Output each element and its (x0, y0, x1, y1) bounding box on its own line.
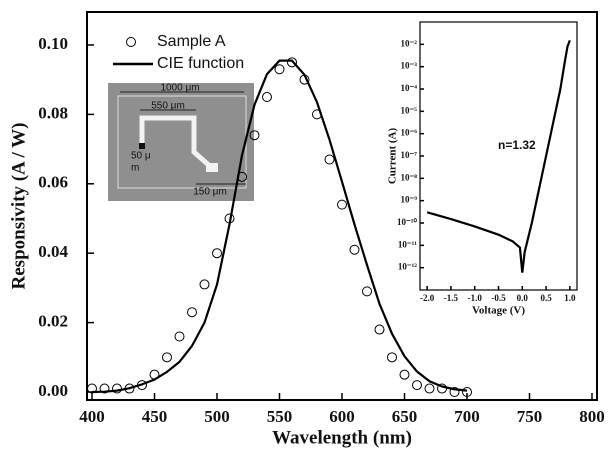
y-tick-label: 10⁻³ (401, 61, 418, 71)
x-tick-label: -1.5 (444, 293, 459, 303)
photo-contact (139, 143, 145, 149)
photo-label: 550 μm (151, 101, 185, 112)
x-axis-title: Wavelength (nm) (272, 427, 412, 448)
inset-photo: 1000 μm 550 μm 50 μ m 150 μm (108, 83, 254, 201)
x-tick-label: 650 (392, 407, 418, 426)
y-tick-label: 10⁻¹² (398, 262, 417, 272)
y-tick-label: 10⁻⁶ (401, 128, 418, 138)
data-point (174, 331, 185, 342)
y-tick-label: 0.10 (38, 34, 68, 53)
legend-marker (126, 37, 136, 47)
data-point (412, 380, 422, 391)
y-axis-title: Responsivity (A / W) (8, 123, 29, 290)
y-tick-label: 0.04 (38, 242, 68, 261)
data-point (387, 352, 397, 363)
y-axis-title: Current (A) (387, 128, 399, 185)
photo-electrode (139, 115, 214, 170)
x-tick-label: 400 (79, 407, 105, 426)
photo-background (108, 83, 254, 201)
photo-pad (206, 163, 218, 172)
y-tick-label: 0.02 (38, 312, 68, 331)
data-point (199, 279, 210, 290)
data-point (112, 383, 122, 394)
x-tick-label: 800 (579, 407, 605, 426)
photo-label: 150 μm (193, 187, 227, 198)
y-tick-label: 10⁻¹⁰ (397, 217, 417, 227)
data-point (162, 352, 172, 363)
legend-label: Sample A (157, 33, 226, 50)
photo-label: 1000 μm (160, 83, 199, 94)
annotation: n=1.32 (498, 138, 536, 152)
data-point (262, 92, 272, 103)
data-line (426, 40, 571, 273)
data-point (462, 387, 472, 398)
data-point (424, 383, 435, 394)
x-tick-label: 0.5 (540, 293, 552, 303)
y-tick-label: 10⁻¹¹ (398, 239, 417, 249)
data-point (449, 387, 460, 398)
y-tick-label: 10⁻⁵ (401, 105, 418, 115)
data-point (324, 154, 335, 165)
y-tick-label: 10⁻⁷ (401, 150, 418, 160)
y-tick-label: 0.00 (38, 381, 68, 400)
x-tick-label: 600 (329, 407, 355, 426)
x-tick-label: 550 (267, 407, 293, 426)
x-tick-label: -1.0 (468, 293, 483, 303)
data-point (287, 57, 297, 68)
x-tick-label: 0.0 (517, 293, 529, 303)
data-point (337, 199, 347, 210)
data-point (249, 130, 260, 141)
inset-background (386, 16, 582, 328)
x-tick-label: 750 (517, 407, 543, 426)
legend-label: CIE function (157, 55, 244, 72)
data-point (349, 244, 360, 255)
y-tick-label: 10⁻⁸ (401, 172, 418, 182)
data-point (362, 286, 372, 297)
data-point (87, 383, 97, 394)
y-tick-label: 10⁻⁹ (401, 195, 418, 205)
x-tick-label: 1.0 (564, 293, 576, 303)
photo-label: m (131, 163, 139, 174)
data-point (274, 64, 285, 75)
y-tick-label: 10⁻² (401, 38, 418, 48)
x-tick-label: -2.0 (420, 293, 435, 303)
x-tick-label: -0.5 (491, 293, 506, 303)
x-tick-label: 450 (142, 407, 168, 426)
x-tick-label: 500 (204, 407, 230, 426)
x-axis-title: Voltage (V) (472, 305, 525, 317)
data-point (212, 248, 222, 259)
x-tick-label: 700 (454, 407, 480, 426)
data-point (399, 369, 410, 380)
photo-label: 50 μ (131, 151, 151, 162)
y-tick-label: 0.08 (38, 103, 68, 122)
data-line (91, 59, 468, 394)
data-point (374, 324, 385, 335)
y-tick-label: 0.06 (38, 173, 68, 192)
data-point (187, 307, 197, 318)
data-point (99, 383, 110, 394)
y-tick-label: 10⁻⁴ (401, 83, 418, 93)
